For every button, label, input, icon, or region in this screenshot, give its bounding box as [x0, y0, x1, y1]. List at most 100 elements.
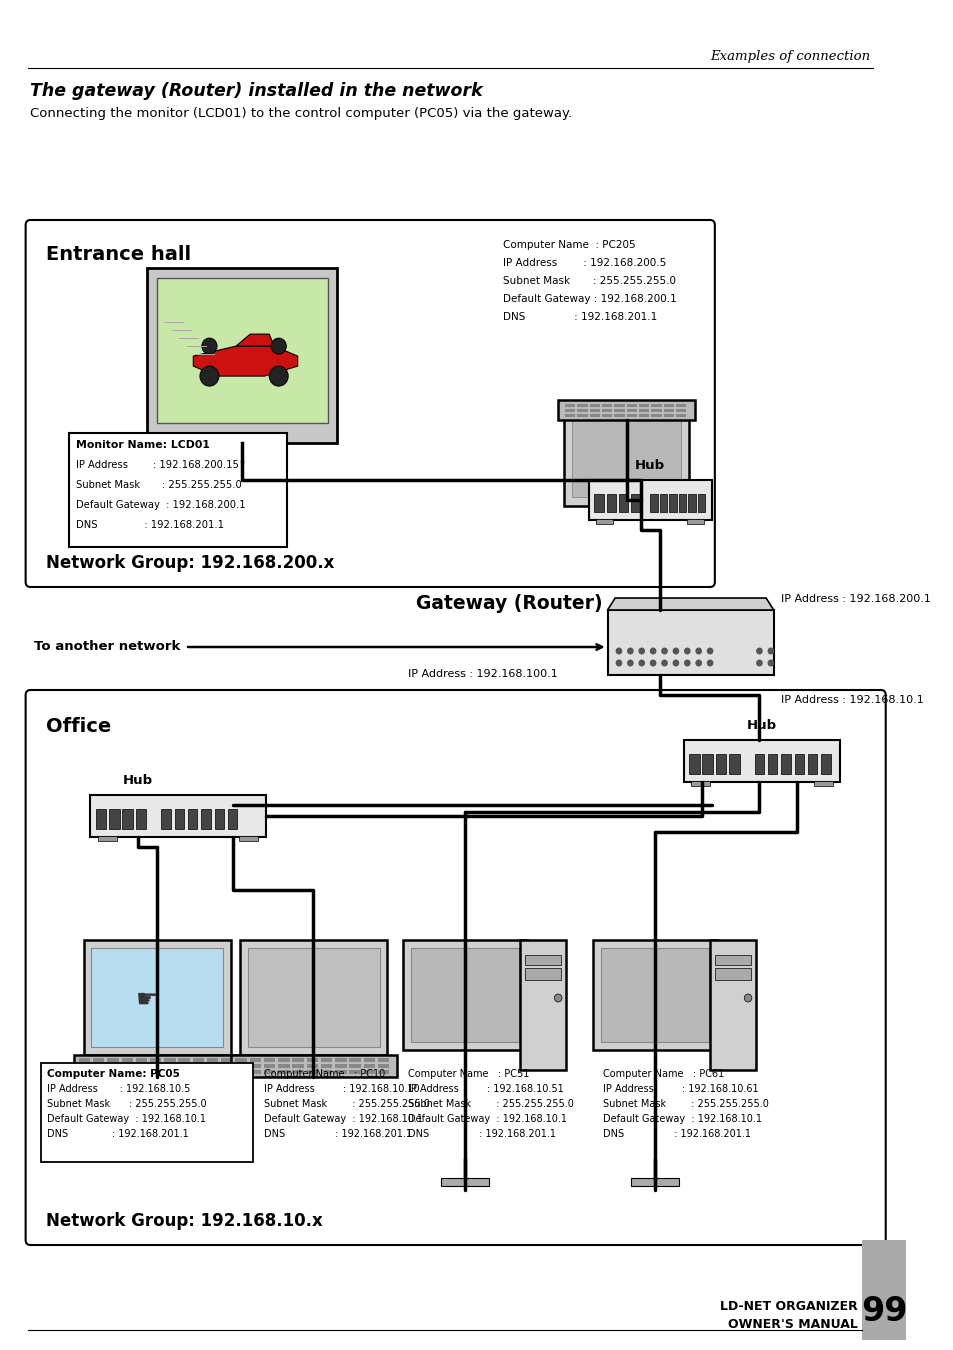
Text: Default Gateway  : 192.168.10.1: Default Gateway : 192.168.10.1	[264, 1114, 422, 1125]
Bar	[524, 968, 560, 980]
Text: Subnet Mask       : 255.255.255.0: Subnet Mask : 255.255.255.0	[76, 481, 241, 490]
Bar	[639, 404, 649, 406]
Bar	[631, 494, 640, 512]
Bar	[335, 1069, 346, 1075]
Text: Computer Name   : PC51: Computer Name : PC51	[408, 1069, 529, 1079]
Text: DNS                : 192.168.201.1: DNS : 192.168.201.1	[408, 1129, 556, 1139]
Bar	[601, 404, 612, 406]
FancyBboxPatch shape	[26, 690, 884, 1245]
Bar	[807, 755, 817, 774]
Bar	[164, 1057, 175, 1062]
Bar	[79, 1069, 91, 1075]
Bar	[631, 1179, 678, 1187]
FancyBboxPatch shape	[91, 948, 223, 1048]
Circle shape	[756, 660, 762, 667]
Circle shape	[660, 660, 667, 667]
Circle shape	[615, 660, 621, 667]
Text: Entrance hall: Entrance hall	[46, 244, 191, 265]
Text: IP Address         : 192.168.10.51: IP Address : 192.168.10.51	[408, 1084, 563, 1094]
Bar	[150, 1064, 161, 1068]
Bar	[626, 409, 637, 412]
Circle shape	[200, 366, 218, 386]
Bar	[651, 404, 661, 406]
Bar	[221, 1057, 233, 1062]
Bar	[97, 836, 116, 841]
Text: IP Address        : 192.168.200.5: IP Address : 192.168.200.5	[502, 258, 666, 269]
Bar	[676, 404, 685, 406]
Circle shape	[202, 338, 216, 354]
Text: IP Address : 192.168.100.1: IP Address : 192.168.100.1	[408, 670, 558, 679]
FancyBboxPatch shape	[26, 220, 714, 587]
Circle shape	[626, 648, 633, 655]
Bar	[292, 1057, 303, 1062]
Text: Gateway (Router): Gateway (Router)	[416, 594, 602, 613]
Text: Subnet Mask        : 255.255.255.0: Subnet Mask : 255.255.255.0	[408, 1099, 574, 1108]
Bar	[228, 809, 237, 829]
Text: IP Address : 192.168.200.1: IP Address : 192.168.200.1	[781, 594, 930, 603]
Text: Default Gateway  : 192.168.200.1: Default Gateway : 192.168.200.1	[76, 500, 245, 510]
Bar	[618, 494, 628, 512]
Bar	[690, 782, 709, 786]
Bar	[135, 1064, 147, 1068]
Text: Monitor Name: LCD01: Monitor Name: LCD01	[76, 440, 210, 450]
Bar	[250, 1069, 261, 1075]
Bar	[594, 494, 603, 512]
FancyBboxPatch shape	[600, 948, 708, 1042]
Bar	[135, 809, 146, 829]
Bar	[349, 1069, 360, 1075]
Circle shape	[767, 648, 773, 655]
Bar	[320, 1064, 332, 1068]
Circle shape	[706, 648, 713, 655]
Text: Network Group: 192.168.200.x: Network Group: 192.168.200.x	[46, 554, 334, 572]
Bar	[614, 404, 624, 406]
Text: Hub: Hub	[635, 459, 664, 472]
Bar	[306, 1069, 317, 1075]
Text: IP Address         : 192.168.10.10: IP Address : 192.168.10.10	[264, 1084, 419, 1094]
Text: Examples of connection: Examples of connection	[710, 50, 870, 63]
Bar	[93, 1064, 104, 1068]
Circle shape	[695, 660, 701, 667]
Circle shape	[638, 648, 644, 655]
FancyBboxPatch shape	[41, 1062, 253, 1162]
Bar	[122, 809, 132, 829]
Bar	[193, 1057, 204, 1062]
Circle shape	[695, 648, 701, 655]
Bar	[250, 1064, 261, 1068]
Bar	[121, 1069, 132, 1075]
Bar	[264, 1057, 275, 1062]
Bar	[651, 409, 661, 412]
Text: IP Address       : 192.168.10.5: IP Address : 192.168.10.5	[47, 1084, 190, 1094]
Text: DNS              : 192.168.201.1: DNS : 192.168.201.1	[47, 1129, 188, 1139]
Bar	[250, 1057, 261, 1062]
Bar	[626, 413, 637, 417]
Polygon shape	[235, 333, 274, 346]
Text: 99: 99	[861, 1295, 907, 1328]
Text: Subnet Mask        : 255.255.255.0: Subnet Mask : 255.255.255.0	[264, 1099, 430, 1108]
Bar	[441, 1179, 488, 1187]
Bar	[596, 518, 613, 524]
Bar	[150, 1057, 161, 1062]
Polygon shape	[607, 598, 773, 610]
Bar	[278, 1064, 290, 1068]
Circle shape	[649, 660, 656, 667]
Bar	[239, 836, 258, 841]
Bar	[614, 413, 624, 417]
Text: Subnet Mask       : 255.255.255.0: Subnet Mask : 255.255.255.0	[502, 275, 676, 286]
Bar	[264, 1064, 275, 1068]
FancyBboxPatch shape	[563, 409, 688, 506]
Bar	[697, 494, 704, 512]
Bar	[754, 755, 763, 774]
Bar	[363, 1057, 375, 1062]
Bar	[363, 1069, 375, 1075]
Bar	[589, 409, 599, 412]
Circle shape	[271, 338, 286, 354]
Bar	[659, 494, 667, 512]
Bar	[150, 1069, 161, 1075]
Bar	[564, 413, 575, 417]
Bar	[79, 1057, 91, 1062]
Bar	[714, 954, 750, 965]
Text: LD-NET ORGANIZER: LD-NET ORGANIZER	[720, 1300, 858, 1314]
Text: Hub: Hub	[122, 774, 152, 787]
Text: IP Address : 192.168.10.1: IP Address : 192.168.10.1	[781, 695, 923, 705]
Text: DNS               : 192.168.201.1: DNS : 192.168.201.1	[502, 312, 657, 323]
